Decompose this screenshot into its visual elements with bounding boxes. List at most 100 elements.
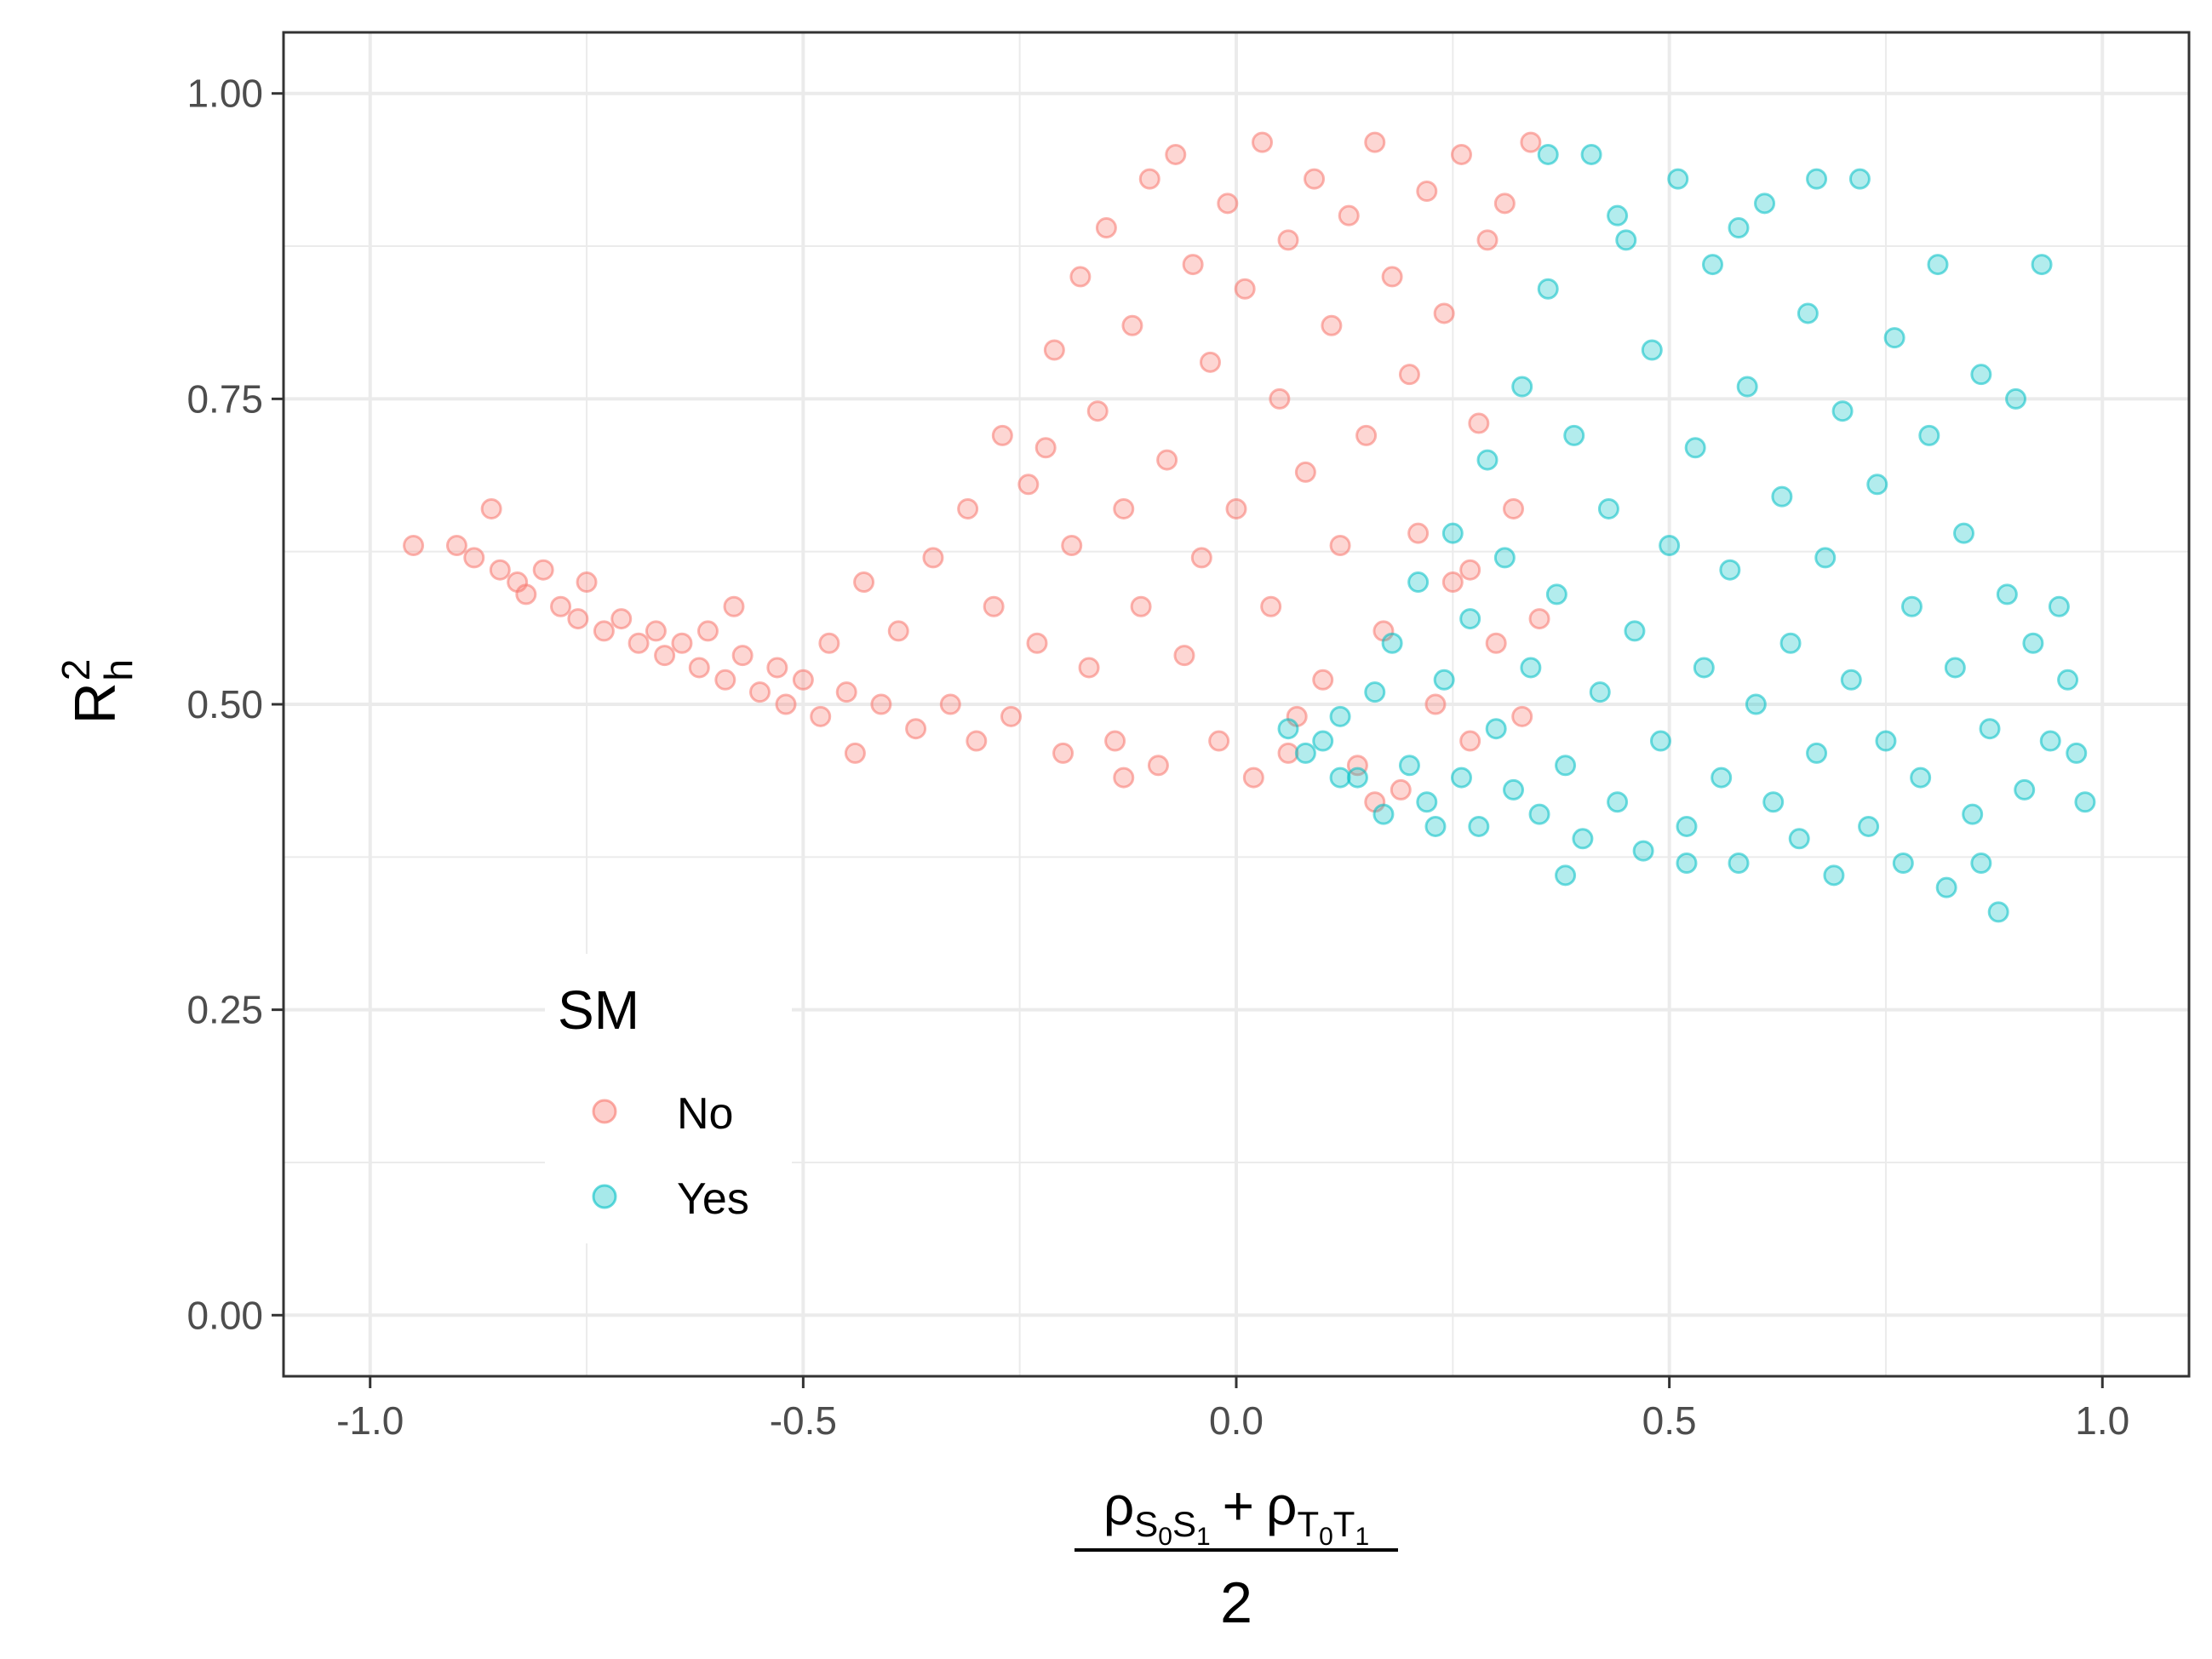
point-no [1304, 168, 1326, 190]
x-label-subsub-2a: 0 [1319, 1523, 1333, 1551]
point-no [966, 730, 988, 752]
point-yes [1883, 327, 1905, 349]
point-yes [1580, 143, 1602, 165]
point-no [1441, 571, 1464, 594]
point-no [1493, 192, 1516, 215]
point-yes [1485, 718, 1507, 740]
point-yes [1398, 755, 1420, 777]
point-yes [2039, 730, 2061, 752]
point-no [1182, 254, 1204, 276]
point-no [1277, 229, 1299, 251]
x-label-sub-2a: T [1297, 1504, 1319, 1544]
point-no [1485, 632, 1507, 654]
y-axis: 0.00 0.25 0.50 0.75 1.00 [186, 72, 284, 1337]
point-no [696, 620, 719, 642]
point-yes [1944, 657, 1966, 679]
legend-key-yes [592, 1184, 617, 1209]
x-label-rho-2: ρ [1266, 1475, 1297, 1536]
point-yes [1858, 815, 1880, 837]
point-yes [1520, 657, 1542, 679]
point-yes [1754, 192, 1776, 215]
point-yes [2048, 595, 2070, 617]
point-no [1329, 535, 1351, 557]
point-no [1277, 742, 1299, 764]
point-yes [1641, 339, 1663, 361]
point-no [1234, 278, 1256, 300]
point-yes [1433, 669, 1455, 691]
point-yes [1866, 474, 1888, 496]
point-yes [1493, 547, 1516, 569]
point-yes [1537, 143, 1559, 165]
x-axis-label: ρS0S1+ ρT0T1 2 [1074, 1475, 1398, 1635]
point-yes [1736, 376, 1758, 398]
y-tick-label: 0.50 [186, 682, 263, 726]
legend-label-yes: Yes [677, 1174, 749, 1224]
point-yes [1797, 302, 1819, 324]
x-label-subsub-2b: 1 [1355, 1523, 1369, 1551]
point-no [1104, 730, 1126, 752]
point-yes [1607, 204, 1629, 227]
point-no [463, 547, 485, 569]
point-no [1113, 766, 1135, 789]
point-no [870, 693, 892, 715]
point-no [1450, 143, 1472, 165]
point-yes [1667, 168, 1689, 190]
point-yes [1615, 229, 1637, 251]
point-yes [1329, 705, 1351, 727]
point-no [957, 497, 979, 520]
point-no [835, 681, 857, 703]
point-yes [2005, 387, 2027, 410]
point-no [983, 595, 1005, 617]
svg-text:ρS0S1+ρT0T1: ρS0S1+ ρT0T1 [1103, 1475, 1369, 1551]
point-yes [1632, 840, 1654, 862]
point-no [445, 535, 467, 557]
point-no [1407, 522, 1430, 544]
point-no [1364, 131, 1386, 153]
legend-key-no [592, 1099, 617, 1124]
point-yes [1806, 742, 1828, 764]
x-label-denominator: 2 [1220, 1570, 1252, 1635]
x-label-sub-1a: S [1134, 1504, 1158, 1544]
point-yes [2074, 791, 2096, 813]
point-yes [1848, 168, 1871, 190]
point-no [714, 669, 736, 691]
grid-major [284, 32, 2189, 1376]
y-tick-label: 0.25 [186, 988, 263, 1032]
point-no [610, 608, 633, 630]
point-no [1321, 314, 1343, 336]
point-yes [1719, 559, 1741, 581]
point-no [1398, 364, 1420, 386]
point-no [1294, 461, 1316, 483]
point-yes [1416, 791, 1438, 813]
x-tick-label: -1.0 [336, 1398, 404, 1443]
x-label-subsub-1b: 1 [1196, 1523, 1211, 1551]
point-yes [1892, 852, 1914, 874]
point-yes [1728, 852, 1750, 874]
point-no [1199, 351, 1221, 373]
point-no [792, 669, 814, 691]
point-no [887, 620, 909, 642]
point-yes [1545, 583, 1567, 606]
point-no [1503, 497, 1525, 520]
point-no [1468, 412, 1490, 434]
point-yes [1511, 376, 1533, 398]
point-no [515, 583, 537, 606]
point-no [688, 657, 710, 679]
point-yes [1468, 815, 1490, 837]
point-no [1459, 559, 1481, 581]
point-yes [1823, 864, 1845, 887]
point-yes [1294, 742, 1316, 764]
point-yes [1624, 620, 1646, 642]
point-no [1208, 730, 1230, 752]
point-yes [1676, 815, 1698, 837]
point-no [1034, 437, 1057, 459]
point-no [1252, 131, 1274, 153]
point-no [1113, 497, 1135, 520]
point-no [810, 705, 832, 727]
point-yes [1372, 803, 1395, 825]
y-tick-label: 0.75 [186, 376, 263, 421]
point-yes [1979, 718, 2001, 740]
point-yes [1771, 485, 1793, 508]
point-no [1312, 669, 1334, 691]
point-no [853, 571, 875, 594]
